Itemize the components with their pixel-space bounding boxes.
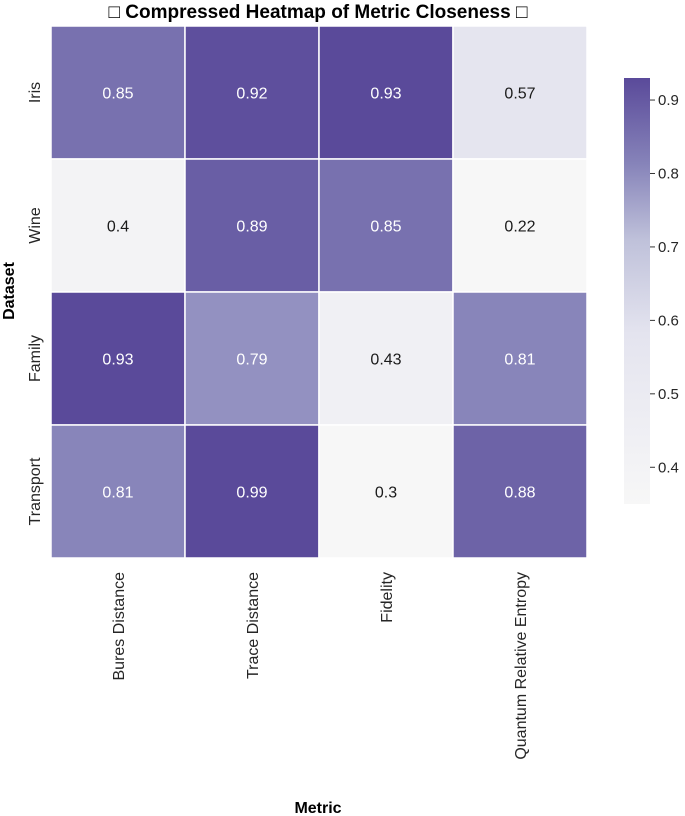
heatmap-cells: 0.85 0.92 0.93 0.57 0.4 0.89 0.85 0.22 0.93 0.79 0… [50,25,588,559]
cell-value-label: 0.81 [504,352,535,369]
heatmap-cell [50,158,186,293]
heatmap-cell [452,424,588,559]
cell-value-label: 0.92 [236,86,267,103]
heatmap-cell [184,424,320,559]
cell-value-label: 0.81 [102,485,133,502]
heatmap-cell [452,158,588,293]
cell-value-label: 0.93 [370,86,401,103]
x-tick-label: Quantum Relative Entropy [513,572,530,760]
cell-value-label: 0.99 [236,485,267,502]
cell-value-label: 0.85 [102,86,133,103]
heatmap-cell [50,25,186,160]
x-axis-title: Metric [294,800,341,816]
heatmap-cell [452,25,588,160]
colorbar-tick-label: 0.7 [658,239,679,256]
colorbar-tick-label: 0.8 [658,165,679,182]
x-tick-label: Trace Distance [245,572,262,679]
heatmap-cell [452,291,588,426]
y-tick-label: Iris [27,82,44,103]
cell-value-label: 0.93 [102,352,133,369]
x-tick-label: Fidelity [379,572,396,623]
y-tick-label: Family [27,335,44,382]
colorbar-tick-label: 0.6 [658,312,679,329]
x-tick-labels: Bures Distance Trace Distance Fidelity Quan… [111,572,530,760]
cell-value-label: 0.3 [375,485,397,502]
y-tick-label: Transport [27,457,44,525]
colorbar-ticks: 0.4 0.5 0.6 0.7 0.8 0.9 [650,92,679,476]
heatmap-cell [184,291,320,426]
colorbar [624,78,650,504]
colorbar-tick-label: 0.9 [658,92,679,109]
cell-value-label: 0.57 [504,86,535,103]
heatmap-cell [318,25,454,160]
colorbar-tick-label: 0.4 [658,459,679,476]
cell-value-label: 0.79 [236,352,267,369]
heatmap-cell [50,424,186,559]
heatmap-cell [184,158,320,293]
cell-value-label: 0.43 [370,352,401,369]
y-axis-title: Dataset [1,261,18,319]
y-tick-label: Wine [27,207,44,244]
heatmap-cell [184,25,320,160]
cell-value-label: 0.88 [504,485,535,502]
cell-value-label: 0.85 [370,219,401,236]
x-tick-label: Bures Distance [111,572,128,681]
y-tick-labels: Iris Wine Family Transport [27,82,44,526]
colorbar-tick-label: 0.5 [658,386,679,403]
cell-value-label: 0.22 [504,219,535,236]
cell-value-label: 0.4 [107,219,129,236]
chart-title: □ Compressed Heatmap of Metric Closeness… [109,2,528,23]
cell-value-label: 0.89 [236,219,267,236]
heatmap-cell [318,424,454,559]
